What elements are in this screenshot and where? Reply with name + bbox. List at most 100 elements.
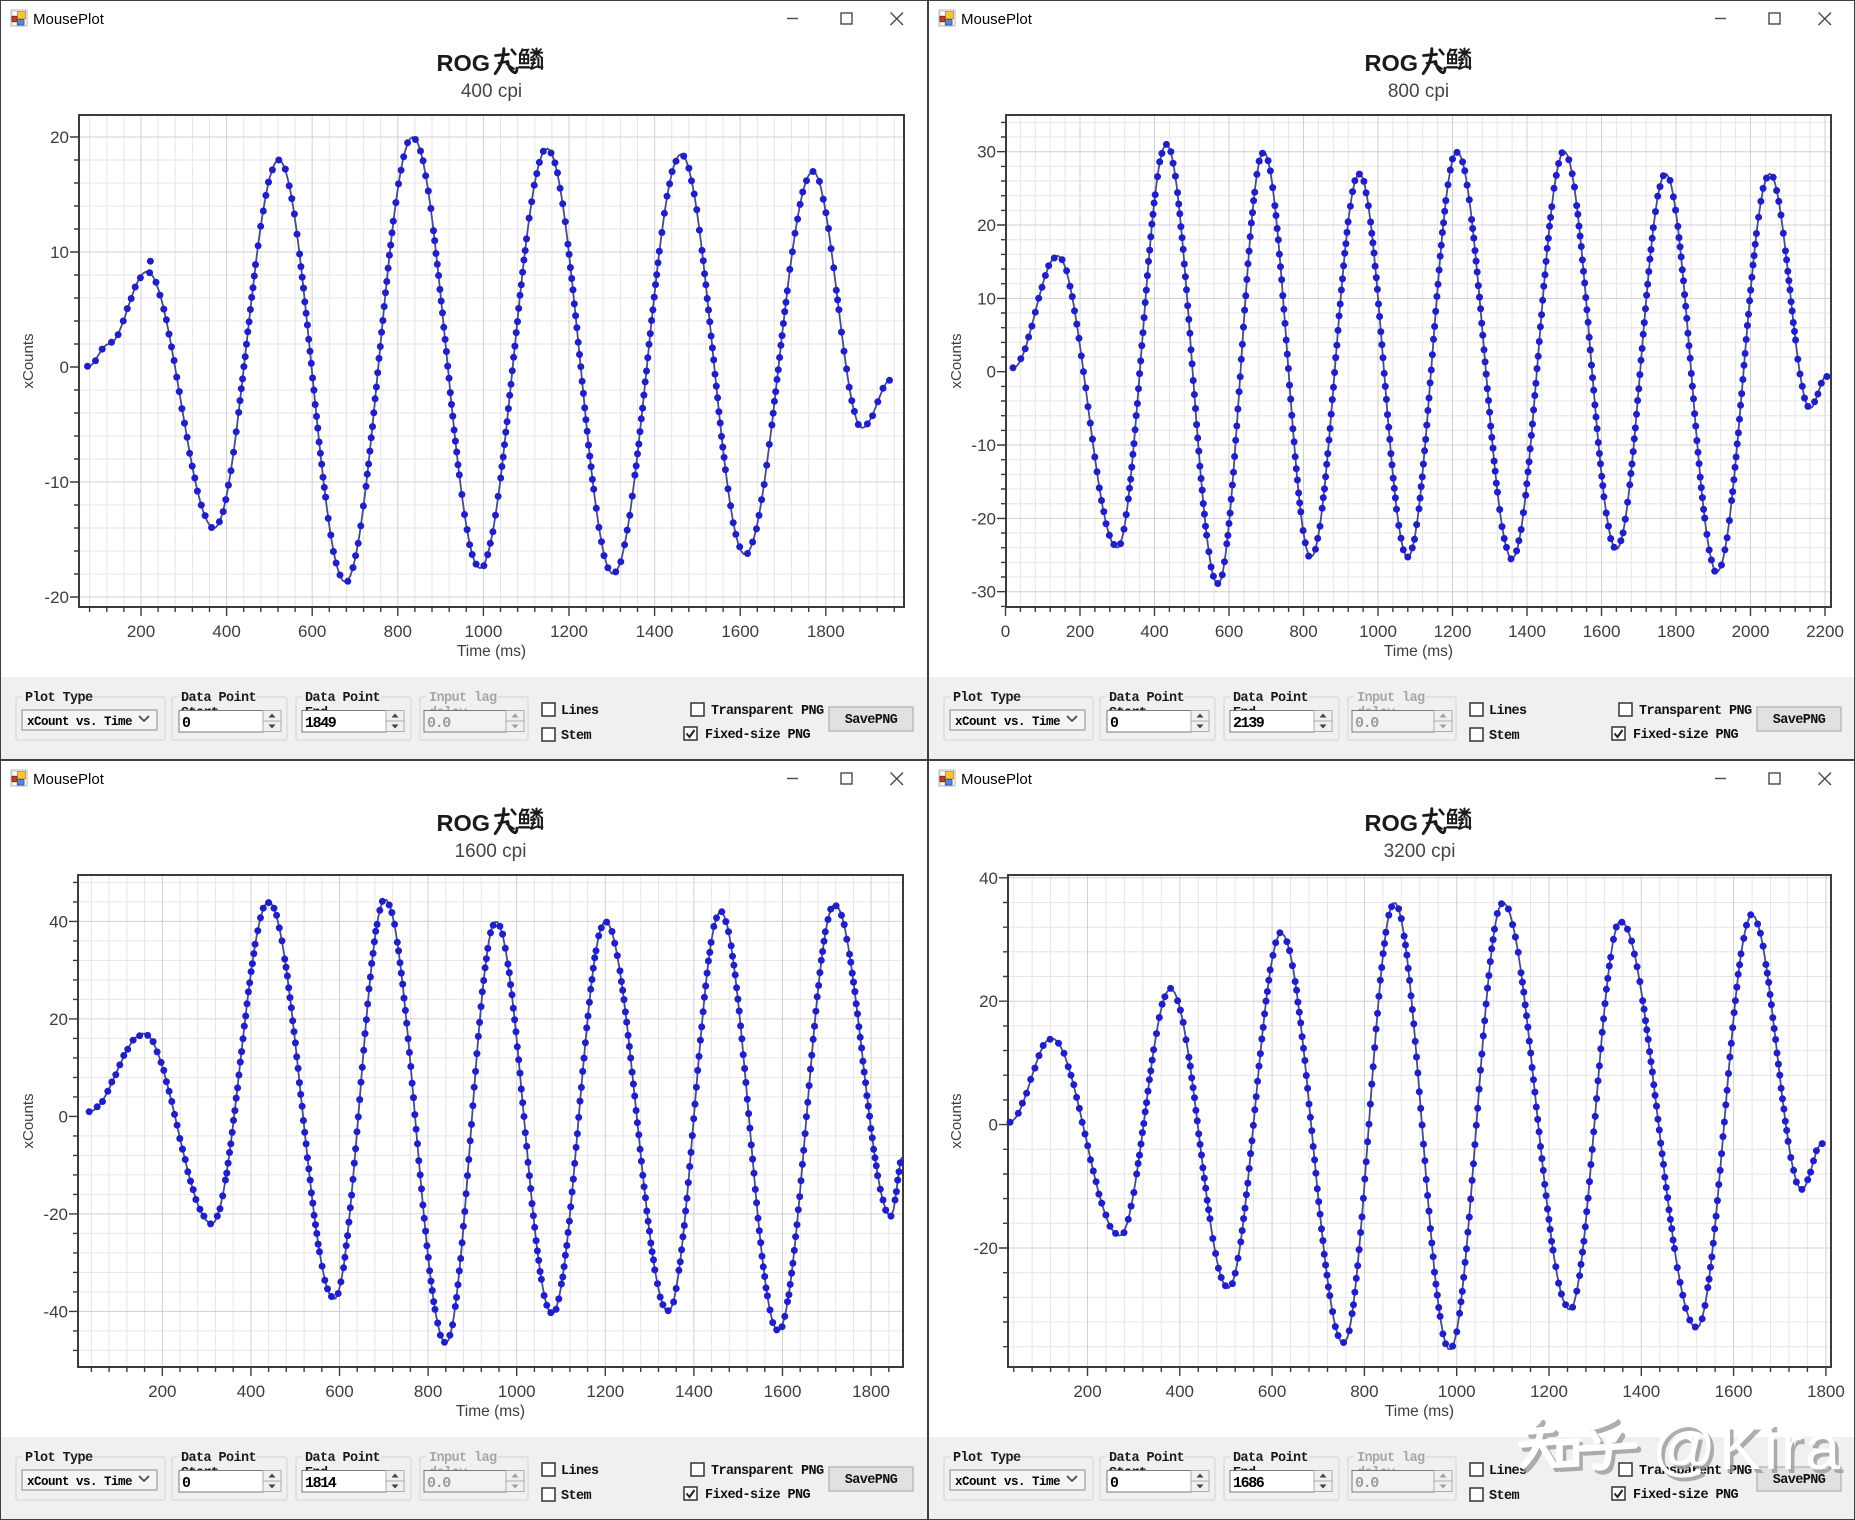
svg-text:-20: -20 [973, 1239, 998, 1258]
svg-text:20: 20 [50, 128, 69, 147]
svg-text:600: 600 [1215, 622, 1243, 641]
svg-text:Input lag: Input lag [1357, 691, 1425, 706]
svg-text:Time (ms): Time (ms) [456, 1403, 525, 1420]
svg-text:1000: 1000 [1359, 622, 1397, 641]
svg-text:200: 200 [1073, 1382, 1101, 1401]
svg-text:xCount vs. Time: xCount vs. Time [955, 715, 1060, 729]
svg-text:400: 400 [237, 1382, 265, 1401]
svg-text:0.0: 0.0 [427, 1475, 451, 1492]
svg-text:0: 0 [989, 1116, 998, 1135]
svg-text:1800: 1800 [852, 1382, 890, 1401]
svg-text:SavePNG: SavePNG [845, 1473, 898, 1488]
svg-text:0: 0 [182, 715, 191, 732]
svg-text:SavePNG: SavePNG [1773, 713, 1826, 728]
svg-text:1200: 1200 [1434, 622, 1472, 641]
svg-text:20: 20 [49, 1010, 68, 1029]
svg-text:1600: 1600 [1715, 1382, 1753, 1401]
svg-text:1600: 1600 [764, 1382, 802, 1401]
svg-text:Stem: Stem [1489, 729, 1520, 744]
svg-text:@Kira: @Kira [1656, 1417, 1847, 1487]
svg-text:30: 30 [977, 143, 996, 162]
svg-text:1600 cpi: 1600 cpi [455, 841, 527, 862]
svg-text:Transparent PNG: Transparent PNG [1639, 704, 1752, 719]
svg-text:1800: 1800 [807, 622, 845, 641]
svg-text:Input lag: Input lag [429, 691, 497, 706]
svg-text:2000: 2000 [1732, 622, 1770, 641]
svg-text:Lines: Lines [1489, 704, 1527, 719]
svg-text:1600: 1600 [721, 622, 759, 641]
svg-text:1600: 1600 [1583, 622, 1621, 641]
svg-text:Lines: Lines [561, 704, 599, 719]
svg-text:MousePlot: MousePlot [961, 11, 1033, 28]
svg-text:200: 200 [148, 1382, 176, 1401]
svg-text:1400: 1400 [636, 622, 674, 641]
svg-text:xCounts: xCounts [20, 1093, 37, 1148]
svg-text:xCounts: xCounts [948, 1093, 965, 1148]
svg-text:xCount vs. Time: xCount vs. Time [955, 1475, 1060, 1489]
svg-text:2139: 2139 [1233, 715, 1265, 732]
svg-text:10: 10 [50, 243, 69, 262]
svg-text:400 cpi: 400 cpi [461, 81, 522, 102]
svg-text:600: 600 [1258, 1382, 1286, 1401]
svg-text:SavePNG: SavePNG [1773, 1473, 1826, 1488]
svg-text:400: 400 [212, 622, 240, 641]
svg-text:1400: 1400 [1622, 1382, 1660, 1401]
svg-text:-20: -20 [43, 1205, 68, 1224]
svg-text:0: 0 [1001, 622, 1010, 641]
svg-text:800: 800 [1350, 1382, 1378, 1401]
svg-text:SavePNG: SavePNG [845, 713, 898, 728]
svg-text:2200: 2200 [1806, 622, 1844, 641]
svg-text:Data Point: Data Point [181, 691, 256, 706]
svg-text:xCount vs. Time: xCount vs. Time [27, 715, 132, 729]
svg-text:0: 0 [1110, 715, 1119, 732]
svg-text:xCounts: xCounts [948, 333, 965, 388]
svg-text:800: 800 [1289, 622, 1317, 641]
svg-text:-40: -40 [43, 1302, 68, 1321]
svg-text:400: 400 [1140, 622, 1168, 641]
svg-text:Data Point: Data Point [1109, 1451, 1184, 1466]
svg-text:0: 0 [60, 358, 69, 377]
svg-text:0.0: 0.0 [427, 715, 451, 732]
svg-text:Data Point: Data Point [1109, 691, 1184, 706]
svg-text:Stem: Stem [1489, 1489, 1520, 1504]
svg-text:400: 400 [1166, 1382, 1194, 1401]
svg-text:0: 0 [59, 1107, 68, 1126]
svg-text:1800: 1800 [1657, 622, 1695, 641]
svg-text:-20: -20 [44, 588, 69, 607]
svg-text:0.0: 0.0 [1355, 715, 1379, 732]
svg-text:0: 0 [987, 363, 996, 382]
svg-text:Data Point: Data Point [305, 691, 380, 706]
svg-text:200: 200 [127, 622, 155, 641]
svg-text:Fixed-size PNG: Fixed-size PNG [705, 1488, 811, 1503]
svg-text:ROG: ROG [436, 810, 490, 836]
svg-text:1814: 1814 [305, 1475, 337, 1492]
svg-text:Fixed-size PNG: Fixed-size PNG [1633, 728, 1739, 743]
svg-text:600: 600 [325, 1382, 353, 1401]
svg-text:Input lag: Input lag [1357, 1451, 1425, 1466]
svg-text:Data Point: Data Point [1233, 1451, 1308, 1466]
svg-text:Transparent PNG: Transparent PNG [711, 704, 824, 719]
svg-text:10: 10 [977, 289, 996, 308]
svg-text:800 cpi: 800 cpi [1388, 81, 1449, 102]
svg-text:Stem: Stem [561, 729, 592, 744]
svg-text:1000: 1000 [498, 1382, 536, 1401]
svg-text:@Kira: @Kira [1652, 1413, 1843, 1483]
svg-text:Data Point: Data Point [1233, 691, 1308, 706]
svg-text:1000: 1000 [464, 622, 502, 641]
svg-text:-10: -10 [44, 473, 69, 492]
svg-text:1000: 1000 [1438, 1382, 1476, 1401]
svg-text:1200: 1200 [1530, 1382, 1568, 1401]
svg-text:Transparent PNG: Transparent PNG [1639, 1464, 1752, 1479]
svg-text:Fixed-size PNG: Fixed-size PNG [1633, 1488, 1739, 1503]
svg-text:-30: -30 [971, 583, 996, 602]
svg-text:MousePlot: MousePlot [33, 11, 105, 28]
svg-text:0.0: 0.0 [1355, 1475, 1379, 1492]
svg-text:Lines: Lines [1489, 1464, 1527, 1479]
svg-text:Data Point: Data Point [305, 1451, 380, 1466]
svg-text:20: 20 [979, 992, 998, 1011]
svg-text:ROG: ROG [1364, 810, 1418, 836]
svg-text:MousePlot: MousePlot [961, 771, 1033, 788]
svg-text:20: 20 [977, 216, 996, 235]
svg-text:Plot Type: Plot Type [953, 1451, 1021, 1466]
svg-text:Time (ms): Time (ms) [1384, 643, 1453, 660]
